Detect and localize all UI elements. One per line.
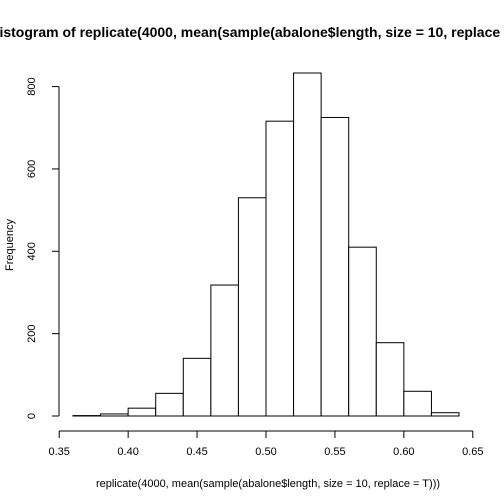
histogram-bar (375, 342, 405, 417)
histogram-bar (127, 407, 157, 417)
histogram-bar (182, 357, 212, 417)
histogram-bar (265, 120, 295, 417)
histogram-bar (320, 116, 350, 417)
histogram-bar (348, 246, 377, 417)
y-tick-label: 400 (26, 242, 38, 260)
x-tick-label: 0.50 (255, 446, 276, 458)
histogram-bar (155, 392, 184, 417)
histogram-bar (430, 412, 460, 417)
chart-title: Histogram of replicate(4000, mean(sample… (0, 24, 504, 40)
x-axis: 0.35 0.40 0.45 0.50 0.55 0.60 0.65 (48, 430, 484, 458)
x-tick-label: 0.65 (462, 446, 483, 458)
x-tick-label: 0.45 (186, 446, 207, 458)
y-axis-label: Frequency (4, 219, 16, 271)
y-tick-label: 600 (26, 160, 38, 178)
y-tick-label: 800 (26, 77, 38, 95)
x-tick-label: 0.55 (324, 446, 345, 458)
y-axis: 0 200 400 600 800 (26, 77, 60, 419)
y-tick-label: 0 (26, 413, 38, 419)
histogram-bar (293, 72, 322, 417)
x-axis-label: replicate(4000, mean(sample(abalone$leng… (96, 478, 440, 490)
x-tick-label: 0.60 (393, 446, 414, 458)
histogram-bar (403, 390, 432, 417)
x-tick-label: 0.40 (117, 446, 138, 458)
histogram-bars (72, 72, 460, 417)
histogram-bar (100, 413, 129, 417)
y-tick-label: 200 (26, 324, 38, 342)
histogram-bar (210, 284, 239, 417)
x-tick-label: 0.35 (48, 446, 69, 458)
histogram-bar (237, 197, 267, 417)
